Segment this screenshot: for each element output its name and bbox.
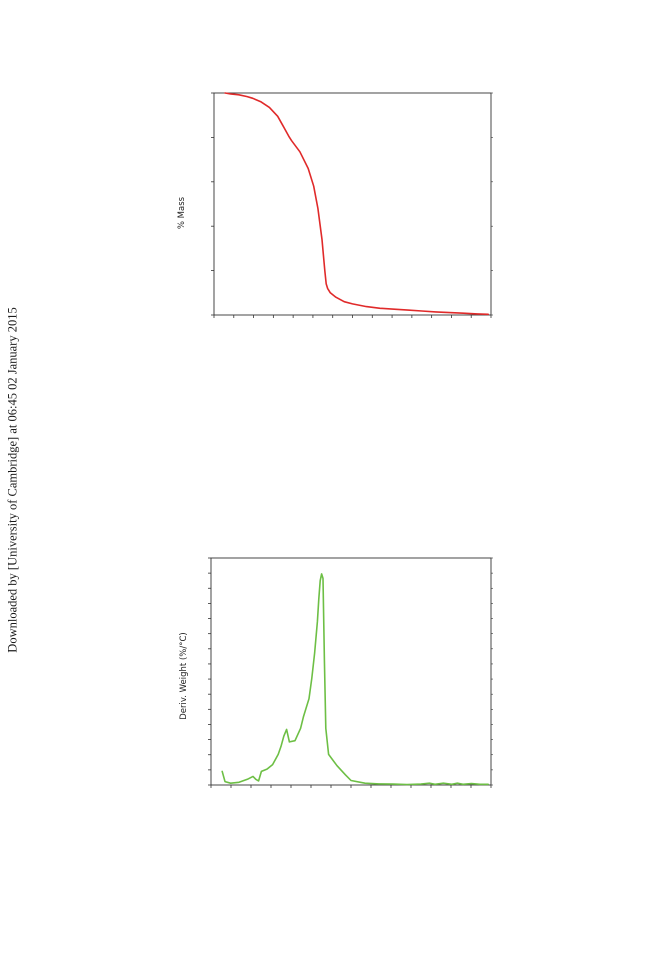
y-axis-label: Deriv. Weight (%/°C) xyxy=(179,632,189,719)
series-line xyxy=(224,92,490,316)
series-line xyxy=(221,573,490,786)
y-axis-label: % Mass xyxy=(177,196,187,229)
plot-frame xyxy=(210,557,492,786)
